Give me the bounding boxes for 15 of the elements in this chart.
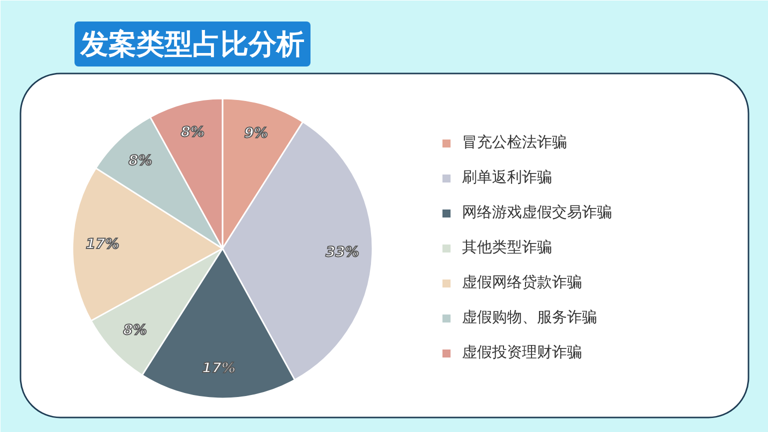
data-label: 9%: [244, 125, 268, 142]
legend-label: 网络游戏虚假交易诈骗: [462, 203, 612, 222]
data-label: 8%: [128, 153, 152, 170]
data-label: 17%: [202, 360, 236, 376]
legend-label: 冒充公检法诈骗: [462, 133, 567, 152]
legend-label: 虚假网络贷款诈骗: [462, 273, 582, 292]
legend-label: 其他类型诈骗: [462, 238, 552, 257]
legend-label: 虚假购物、服务诈骗: [462, 308, 597, 327]
legend-label: 刷单返利诈骗: [462, 168, 552, 187]
data-label: 8%: [180, 124, 205, 140]
chart-title: 发案类型占比分析: [80, 28, 304, 60]
data-label: 17%: [86, 236, 120, 253]
data-label: 33%: [326, 244, 360, 260]
data-label: 8%: [123, 322, 147, 339]
legend-label: 虚假投资理财诈骗: [462, 343, 582, 362]
